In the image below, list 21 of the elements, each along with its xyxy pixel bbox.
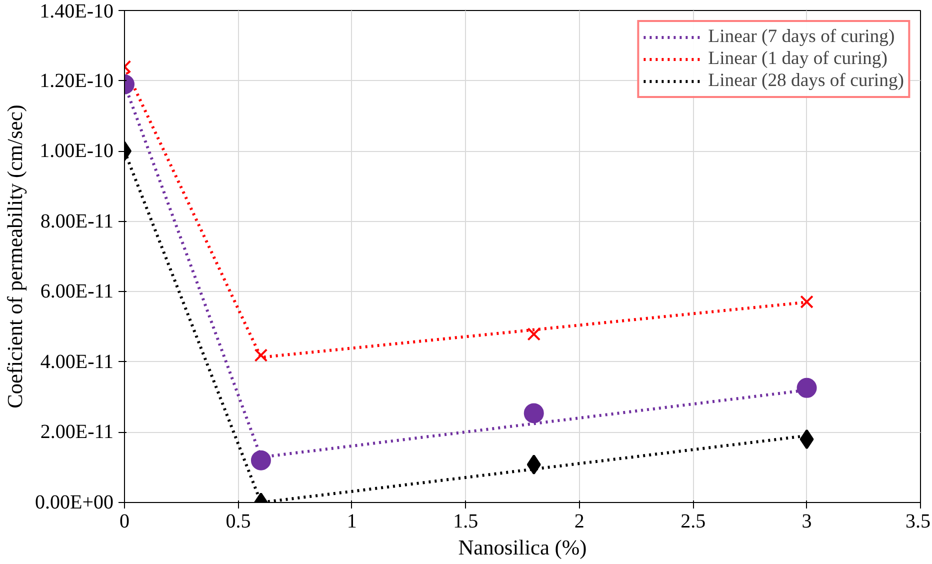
y-tick-label: 1.00E-10 xyxy=(40,140,114,162)
y-tick-label: 1.40E-10 xyxy=(40,0,114,22)
x-tick-label: 0 xyxy=(120,510,130,532)
x-tick-label: 1 xyxy=(346,510,357,532)
x-tick-label: 3.5 xyxy=(906,510,930,532)
x-axis-title: Nanosilica (%) xyxy=(458,536,587,560)
legend-label: Linear (1 day of curing) xyxy=(708,48,888,70)
y-tick-label: 4.00E-11 xyxy=(40,350,114,373)
x-tick-label: 0.5 xyxy=(226,510,251,532)
y-tick-label: 2.00E-11 xyxy=(40,421,114,444)
y-tick-label: 8.00E-11 xyxy=(40,210,114,232)
x-tick-label: 3 xyxy=(802,510,812,532)
y-tick-label: 1.20E-10 xyxy=(40,70,114,92)
y-tick-label: 6.00E-11 xyxy=(40,280,114,303)
x-tick-label: 2 xyxy=(574,510,584,532)
x-tick-label: 1.5 xyxy=(453,510,478,532)
y-tick-label: 0.00E+00 xyxy=(35,492,114,514)
legend-label: Linear (7 days of curing) xyxy=(708,26,895,48)
x-tick-label: 2.5 xyxy=(680,510,706,532)
legend-label: Linear (28 days of curing) xyxy=(708,70,904,92)
y-axis-title: Coeficient of permeability (cm/sec) xyxy=(3,104,28,408)
